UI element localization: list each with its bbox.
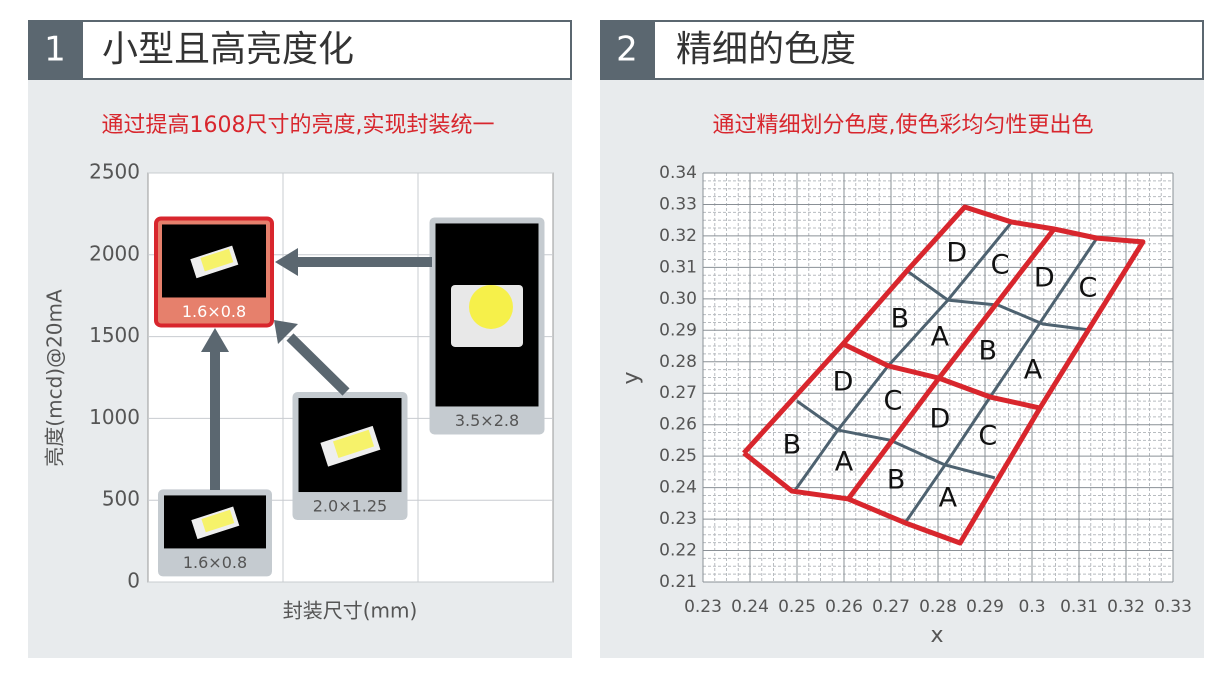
package: 1.6×0.8 — [158, 489, 272, 577]
bin-label: C — [978, 420, 997, 451]
led-phosphor — [469, 284, 513, 329]
bin-label: D — [946, 237, 967, 268]
bin-boundary — [742, 204, 1146, 546]
y-tick-label: 2500 — [89, 160, 140, 184]
number-box — [600, 20, 654, 80]
bin-divider — [906, 269, 999, 307]
y-tick-label: 0.22 — [659, 541, 697, 561]
bin-label: B — [979, 336, 998, 367]
package-label: 1.6×0.8 — [182, 302, 246, 321]
package-label: 3.5×2.8 — [455, 411, 519, 430]
package-label: 1.6×0.8 — [183, 553, 247, 572]
bin-divider — [988, 237, 1099, 398]
bin-label: A — [931, 321, 950, 352]
led-phosphor — [333, 429, 375, 458]
arrow-head — [274, 320, 298, 344]
package: 3.5×2.8 — [429, 217, 545, 435]
x-tick-label: 0.32 — [1107, 597, 1145, 617]
x-tick-label: 0.3 — [1018, 597, 1045, 617]
x-tick-label: 0.25 — [778, 597, 816, 617]
number-box — [28, 20, 82, 80]
led-phosphor — [201, 509, 235, 533]
package: 1.6×0.8 — [154, 216, 274, 328]
panel-number: 2 — [616, 30, 638, 70]
y-tick-label: 500 — [102, 487, 140, 511]
x-tick-label: 0.23 — [684, 597, 722, 617]
bin-divider — [997, 303, 1090, 332]
y-tick-label: 0.33 — [659, 194, 697, 214]
bin-boundary — [846, 227, 1057, 501]
x-tick-label: 0.24 — [731, 597, 769, 617]
subtitle: 通过提高1608尺寸的亮度,实现封装统一 — [102, 113, 495, 138]
x-tick-label: 0.33 — [1154, 597, 1192, 617]
x-tick-label: 0.27 — [872, 597, 910, 617]
y-axis-title: y — [619, 371, 644, 384]
y-tick-label: 0.32 — [659, 226, 697, 246]
panel-title: 精细的色度 — [676, 29, 856, 70]
x-tick-label: 0.29 — [966, 597, 1004, 617]
y-tick-label: 0.25 — [659, 446, 697, 466]
bin-label: B — [783, 430, 802, 461]
y-tick-label: 1000 — [89, 405, 140, 429]
bin-divider — [793, 364, 890, 492]
panel-title: 小型且高亮度化 — [102, 29, 354, 70]
x-tick-label: 0.28 — [919, 597, 957, 617]
arrows — [201, 248, 432, 490]
y-tick-label: 0.31 — [659, 257, 697, 277]
bin-label: D — [929, 403, 950, 434]
bin-label: A — [835, 447, 854, 478]
bin-label: B — [891, 303, 910, 334]
bin-label: D — [1034, 263, 1055, 294]
y-tick-label: 0.28 — [659, 352, 697, 372]
led-phosphor — [200, 248, 234, 272]
title-box — [81, 20, 572, 80]
bin-label: A — [939, 482, 958, 513]
y-tick-label: 0.34 — [659, 163, 697, 183]
x-axis-title: 封装尺寸(mm) — [283, 599, 418, 623]
chromaticity-chart: 0.23 0.24 0.25 0.26 0.27 0.28 0.29 0.3 0.31 0.32 0… — [659, 163, 1192, 617]
x-tick-label: 0.31 — [1060, 597, 1098, 617]
y-tick-label: 0 — [127, 569, 140, 593]
y-axis-title: 亮度(mcd)@20mA — [43, 289, 67, 467]
x-axis-title: x — [930, 623, 943, 648]
y-tick-label: 0.24 — [659, 478, 697, 498]
bin-label: A — [1024, 354, 1043, 385]
y-tick-label: 0.21 — [659, 572, 697, 592]
bin-label: C — [991, 250, 1010, 281]
bin-divider — [903, 396, 992, 524]
y-tick-label: 2000 — [89, 241, 140, 265]
title-box — [653, 20, 1204, 80]
y-tick-label: 0.26 — [659, 415, 697, 435]
y-tick-label: 0.30 — [659, 289, 697, 309]
subtitle: 通过精细划分色度,使色彩均匀性更出色 — [713, 113, 1094, 138]
bin-label: C — [1079, 273, 1098, 304]
panel-number: 1 — [44, 30, 66, 70]
y-tick-label: 0.27 — [659, 383, 697, 403]
bin-label: B — [887, 465, 906, 496]
arrow — [286, 333, 350, 396]
bin-label: C — [883, 386, 902, 417]
y-tick-label: 0.29 — [659, 320, 697, 340]
package-label: 2.0×1.25 — [313, 497, 387, 516]
package: 2.0×1.25 — [292, 392, 408, 521]
arrow-head — [275, 248, 298, 276]
y-tick-label: 1500 — [89, 323, 140, 347]
x-tick-label: 0.26 — [825, 597, 863, 617]
brightness-chart: 0 500 1000 1500 2000 2500 1.6×0.8 2.0×1.25 3.5×2… — [89, 160, 553, 593]
arrow-head — [201, 328, 229, 352]
bin-label: D — [833, 366, 854, 397]
y-tick-label: 0.23 — [659, 509, 697, 529]
